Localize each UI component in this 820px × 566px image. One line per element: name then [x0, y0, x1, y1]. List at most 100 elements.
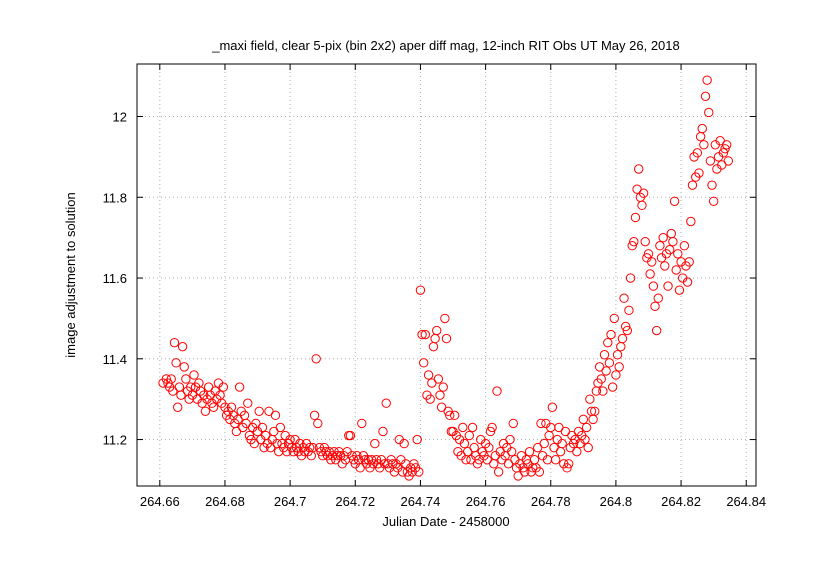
data-point — [243, 398, 253, 408]
data-point — [492, 386, 502, 396]
data-point — [658, 232, 668, 243]
data-point — [420, 329, 431, 340]
data-point — [539, 438, 549, 449]
data-point — [695, 131, 706, 142]
data-point — [418, 358, 429, 368]
data-point — [704, 107, 714, 118]
data-point — [399, 438, 409, 449]
data-point — [275, 422, 286, 433]
data-point — [645, 269, 655, 279]
data-point — [708, 196, 719, 207]
data-point — [664, 245, 675, 255]
data-point — [619, 293, 629, 303]
data-point — [425, 394, 435, 404]
data-point — [630, 212, 641, 223]
data-point — [441, 333, 452, 344]
data-point — [309, 410, 320, 421]
data-point — [371, 455, 382, 465]
data-point — [718, 148, 729, 158]
plot-area-frame — [136, 63, 757, 487]
y-tick-label: 11.6 — [103, 271, 127, 286]
data-point — [208, 402, 219, 412]
x-tick-label: 264.82 — [661, 494, 701, 509]
data-point — [599, 350, 610, 360]
data-point — [687, 180, 698, 190]
data-point — [627, 241, 637, 251]
data-point — [189, 370, 199, 380]
data-point — [414, 467, 424, 477]
data-point — [705, 156, 716, 166]
data-point — [244, 430, 255, 441]
data-point — [707, 180, 717, 190]
data-point — [417, 329, 427, 340]
data-point — [596, 374, 606, 384]
data-point — [508, 418, 518, 429]
data-point — [277, 438, 287, 449]
data-point — [169, 337, 180, 348]
data-point — [536, 418, 546, 429]
data-point — [485, 426, 496, 437]
data-point — [308, 442, 318, 453]
data-point — [634, 164, 644, 174]
y-tick-label: 11.4 — [103, 352, 127, 367]
data-point — [179, 362, 189, 372]
x-axis-label: Julian Date - 2458000 — [382, 514, 509, 529]
data-point — [655, 241, 665, 251]
y-axis-label: image adjustment to solution — [63, 192, 78, 357]
data-point — [580, 434, 590, 445]
data-point — [578, 414, 589, 425]
data-point — [438, 382, 448, 392]
data-point — [663, 281, 673, 291]
data-point — [555, 446, 566, 457]
data-point — [257, 422, 268, 433]
chart-title: _maxi field, clear 5-pix (bin 2x2) aper … — [211, 38, 680, 53]
data-point — [529, 455, 540, 465]
data-point — [620, 321, 631, 332]
data-point — [616, 341, 626, 352]
data-point — [547, 402, 558, 412]
data-point — [378, 426, 388, 437]
data-point — [604, 358, 615, 368]
data-point — [313, 418, 323, 429]
data-point — [173, 402, 183, 412]
x-tick-label: 264.72 — [335, 494, 375, 509]
data-point — [381, 398, 391, 408]
data-point — [218, 382, 229, 392]
data-point — [617, 333, 628, 344]
data-point — [640, 236, 650, 247]
data-point — [432, 325, 442, 336]
data-point — [489, 459, 499, 469]
x-tick-label: 264.74 — [401, 494, 441, 509]
data-point — [493, 467, 504, 477]
data-point — [412, 434, 422, 445]
data-point — [666, 228, 676, 239]
data-point — [601, 366, 611, 376]
data-point — [648, 281, 659, 291]
data-point — [505, 434, 515, 445]
data-point — [557, 438, 567, 449]
y-tick-labels: 11.2 11.4 11.6 11.8 12 — [103, 109, 127, 447]
data-point — [409, 459, 419, 469]
data-point — [177, 341, 188, 352]
data-point — [345, 430, 356, 441]
data-point — [254, 406, 264, 416]
data-point — [430, 333, 440, 344]
data-point — [624, 305, 634, 316]
x-tick-label: 264.8 — [600, 494, 633, 509]
data-point — [506, 446, 517, 457]
data-point — [562, 463, 572, 473]
x-tick-label: 264.78 — [531, 494, 571, 509]
data-point — [702, 75, 712, 85]
data-point — [637, 200, 647, 211]
data-point — [445, 410, 455, 421]
data-point — [360, 455, 370, 465]
data-point — [651, 325, 662, 336]
y-tick-label: 11.2 — [103, 433, 127, 448]
data-point — [590, 406, 600, 416]
axis-ticks — [137, 64, 756, 486]
y-tick-label: 11.8 — [103, 190, 127, 205]
data-point — [697, 123, 707, 134]
data-point — [609, 313, 619, 324]
x-tick-label: 264.68 — [205, 494, 245, 509]
